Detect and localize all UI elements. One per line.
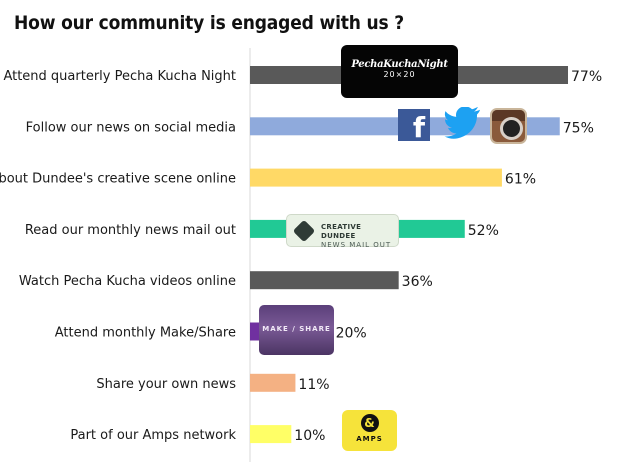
category-label-part-of-our-amps-network: Part of our Amps network xyxy=(70,428,236,443)
bar-share-your-own-news xyxy=(250,373,296,392)
instagram-camera-icon xyxy=(490,108,527,144)
category-label-share-your-own-news: Share your own news xyxy=(96,377,236,392)
amps-logo: & AMPS xyxy=(342,410,397,451)
creative-dundee-logo-sub: NEWS MAIL OUT xyxy=(321,241,392,249)
pecha-kucha-logo: PechaKuchaNight 20×20 xyxy=(341,45,458,98)
bar-part-of-our-amps-network xyxy=(250,425,292,444)
twitter-bird-icon xyxy=(444,107,480,139)
instagram-camera-top xyxy=(492,110,525,121)
value-label-read-our-monthly-news-mail-out: 52% xyxy=(468,223,499,239)
category-label-attend-monthly-make-share: Attend monthly Make/Share xyxy=(55,326,236,341)
bar-watch-pecha-kucha-videos-online xyxy=(250,271,399,290)
category-label-read-about-dundee-s-creative-scene-online: Read about Dundee's creative scene onlin… xyxy=(0,172,236,187)
value-label-read-about-dundee-s-creative-scene-online: 61% xyxy=(505,172,536,188)
value-label-share-your-own-news: 11% xyxy=(298,377,329,393)
category-label-attend-quarterly-pecha-kucha-night: Attend quarterly Pecha Kucha Night xyxy=(3,69,236,84)
value-label-part-of-our-amps-network: 10% xyxy=(294,428,325,444)
value-label-attend-quarterly-pecha-kucha-night: 77% xyxy=(571,69,602,85)
value-label-watch-pecha-kucha-videos-online: 36% xyxy=(402,274,433,290)
instagram-lens-icon xyxy=(500,117,523,140)
creative-dundee-mark-icon xyxy=(292,219,316,243)
creative-dundee-logo-name: CREATIVE DUNDEE xyxy=(321,223,362,240)
creative-dundee-logo-text: CREATIVE DUNDEE NEWS MAIL OUT xyxy=(321,223,398,250)
category-label-watch-pecha-kucha-videos-online: Watch Pecha Kucha videos online xyxy=(19,274,236,289)
category-label-read-our-monthly-news-mail-out: Read our monthly news mail out xyxy=(25,223,236,238)
value-label-follow-our-news-on-social-media: 75% xyxy=(563,120,594,136)
pecha-kucha-logo-name: PechaKuchaNight xyxy=(351,59,448,70)
make-share-logo-name: MAKE / SHARE xyxy=(262,325,331,333)
facebook-glyph: f xyxy=(412,111,425,141)
amps-logo-name: AMPS xyxy=(356,435,383,443)
bar-read-about-dundee-s-creative-scene-online xyxy=(250,168,502,187)
category-label-follow-our-news-on-social-media: Follow our news on social media xyxy=(26,120,236,135)
value-label-attend-monthly-make-share: 20% xyxy=(336,326,367,342)
pecha-kucha-logo-sub: 20×20 xyxy=(383,70,416,79)
creative-dundee-logo: CREATIVE DUNDEE NEWS MAIL OUT xyxy=(286,214,399,250)
amps-ampersand-icon: & xyxy=(360,414,379,432)
facebook-icon: f xyxy=(398,109,430,141)
make-share-logo: MAKE / SHARE xyxy=(259,305,334,355)
chart-title: How our community is engaged with us ? xyxy=(14,12,405,34)
